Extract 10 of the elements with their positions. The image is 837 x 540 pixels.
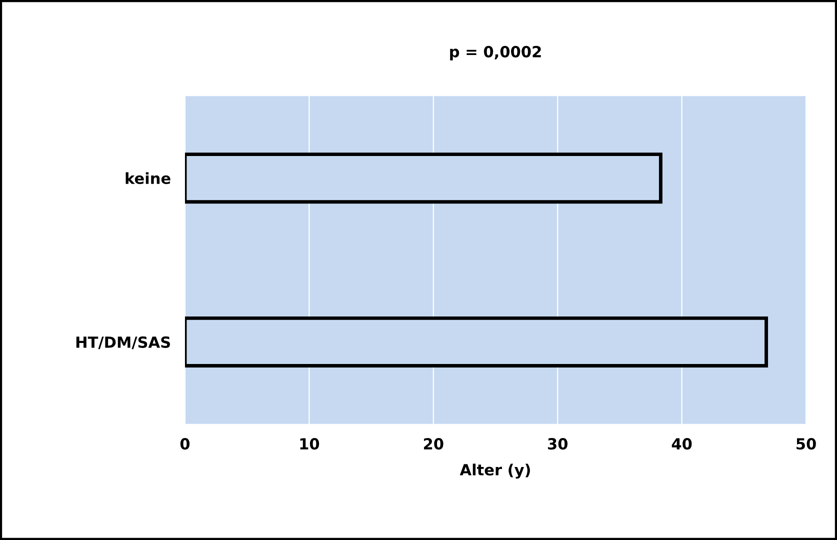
x-tick-label: 10 bbox=[300, 438, 320, 450]
x-tick-label: 0 bbox=[180, 438, 190, 450]
chart-title: p = 0,0002 bbox=[450, 46, 541, 60]
x-tick-label: 40 bbox=[672, 438, 692, 450]
x-axis-title: Alter (y) bbox=[460, 464, 530, 479]
y-tick-label: keine bbox=[126, 172, 170, 184]
x-tick-label: 20 bbox=[424, 438, 444, 450]
x-tick-label: 50 bbox=[796, 438, 816, 450]
y-tick-label: HT/DM/SAS bbox=[76, 336, 170, 350]
x-tick-label: 30 bbox=[548, 438, 568, 450]
